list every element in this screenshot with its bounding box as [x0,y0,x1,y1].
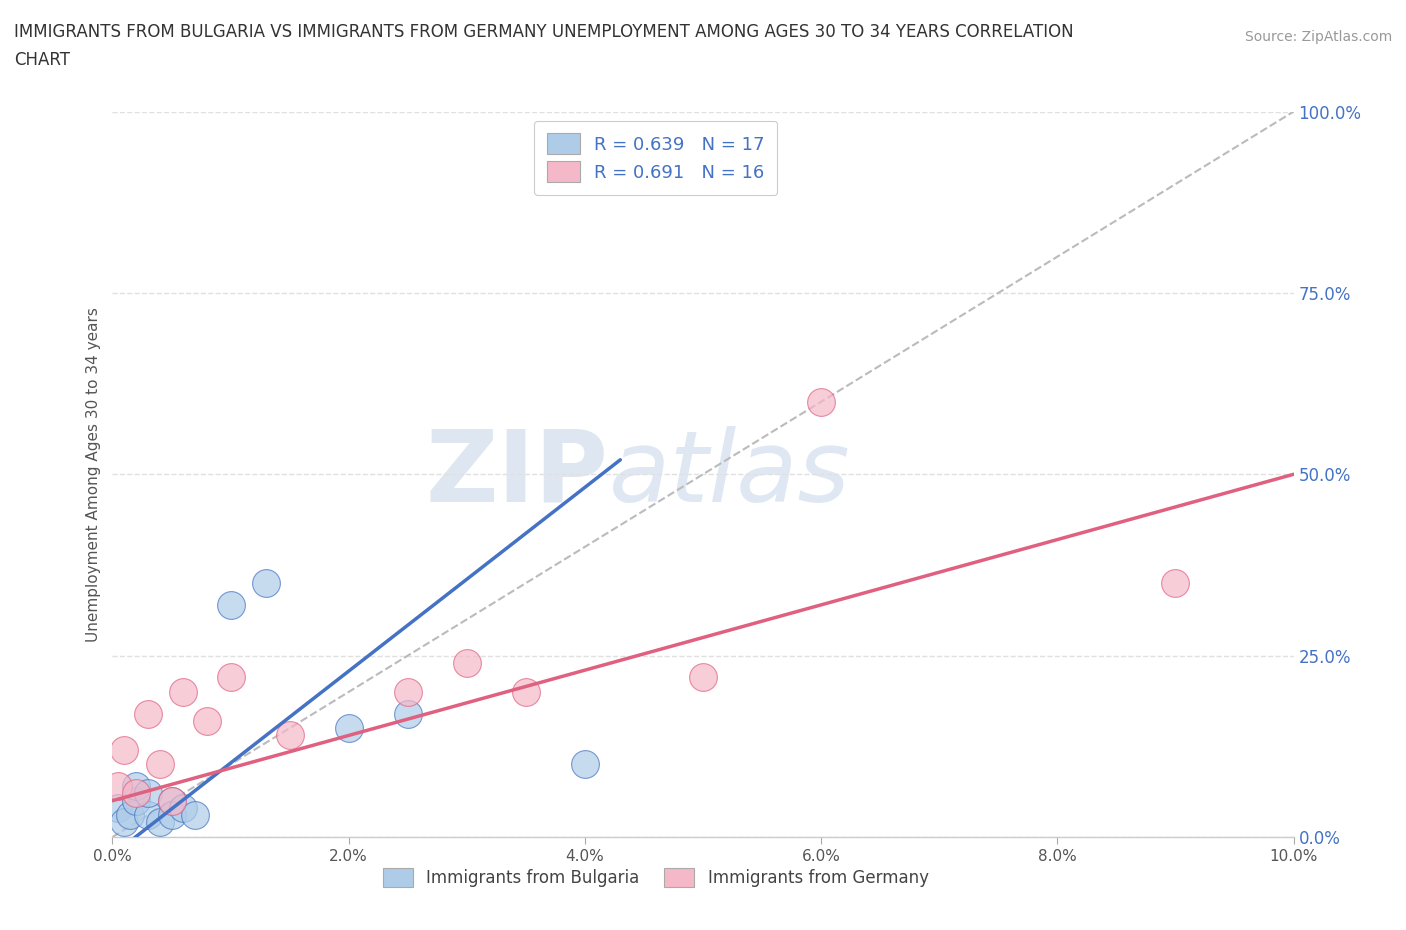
Point [337,721,360,736]
Point [107,778,129,793]
Text: ZIP: ZIP [426,426,609,523]
Legend: Immigrants from Bulgaria, Immigrants from Germany: Immigrants from Bulgaria, Immigrants fro… [377,861,935,894]
Point [184,808,207,823]
Point [810,394,832,409]
Text: IMMIGRANTS FROM BULGARIA VS IMMIGRANTS FROM GERMANY UNEMPLOYMENT AMONG AGES 30 T: IMMIGRANTS FROM BULGARIA VS IMMIGRANTS F… [14,23,1074,41]
Point [172,684,194,699]
Point [149,757,172,772]
Point [396,684,419,699]
Point [125,786,148,801]
Point [112,815,135,830]
Point [149,815,172,830]
Point [254,576,277,591]
Point [172,801,194,816]
Point [160,793,183,808]
Point [112,742,135,757]
Point [160,793,183,808]
Text: atlas: atlas [609,426,851,523]
Point [136,808,159,823]
Point [692,670,714,684]
Point [396,706,419,721]
Text: Source: ZipAtlas.com: Source: ZipAtlas.com [1244,30,1392,44]
Point [136,786,159,801]
Point [219,597,242,612]
Point [125,778,148,793]
Point [160,808,183,823]
Point [120,808,142,823]
Point [136,706,159,721]
Y-axis label: Unemployment Among Ages 30 to 34 years: Unemployment Among Ages 30 to 34 years [86,307,101,642]
Point [125,793,148,808]
Point [456,656,478,671]
Text: CHART: CHART [14,51,70,69]
Point [278,728,301,743]
Point [1164,576,1187,591]
Point [515,684,537,699]
Point [574,757,596,772]
Point [219,670,242,684]
Point [195,713,218,728]
Point [107,801,129,816]
